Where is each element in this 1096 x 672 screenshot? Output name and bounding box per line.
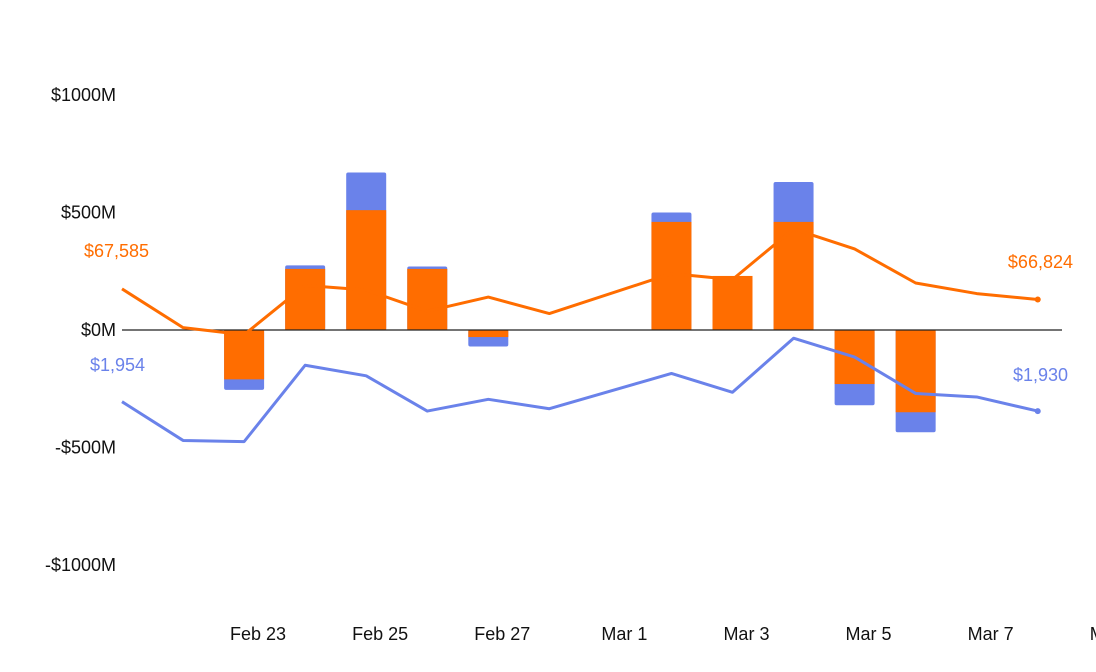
blue-line-end-dot	[1034, 408, 1041, 415]
line-group	[121, 227, 1041, 444]
x-tick-label: Mar 1	[601, 624, 647, 644]
blue-end-label: $1,930	[1013, 365, 1068, 385]
orange-end-label: $66,824	[1008, 252, 1073, 272]
y-tick-label: $500M	[61, 203, 116, 223]
x-tick-label: Feb 25	[352, 624, 408, 644]
x-tick-label: Mar 9	[1090, 624, 1096, 644]
bar-orange	[773, 221, 814, 330]
bar-orange	[468, 330, 509, 338]
y-tick-label: $0M	[81, 320, 116, 340]
bar-orange	[712, 275, 753, 330]
x-tick-label: Feb 27	[474, 624, 530, 644]
x-tick-label: Mar 3	[723, 624, 769, 644]
bar-orange	[407, 268, 448, 330]
x-tick-label: Mar 7	[968, 624, 1014, 644]
line-end-labels: $67,585 $66,824 $1,954 $1,930	[84, 241, 1073, 385]
y-axis: $1000M $500M $0M -$500M -$1000M	[45, 85, 116, 575]
bar-orange	[895, 330, 936, 413]
blue-start-label: $1,954	[90, 355, 145, 375]
x-tick-label: Feb 23	[230, 624, 286, 644]
bar-orange	[285, 268, 326, 330]
orange-line	[121, 227, 1038, 337]
y-tick-label: -$1000M	[45, 555, 116, 575]
orange-start-label: $67,585	[84, 241, 149, 261]
x-tick-label: Mar 5	[846, 624, 892, 644]
bar-orange	[346, 210, 387, 330]
y-tick-label: -$500M	[55, 438, 116, 458]
x-axis: Feb 23 Feb 25 Feb 27 Mar 1 Mar 3 Mar 5 Mar 7 Ma…	[230, 624, 1096, 644]
orange-line-end-dot	[1034, 296, 1041, 303]
y-tick-label: $1000M	[51, 85, 116, 105]
bar-orange	[224, 330, 265, 380]
blue-line	[121, 336, 1039, 444]
